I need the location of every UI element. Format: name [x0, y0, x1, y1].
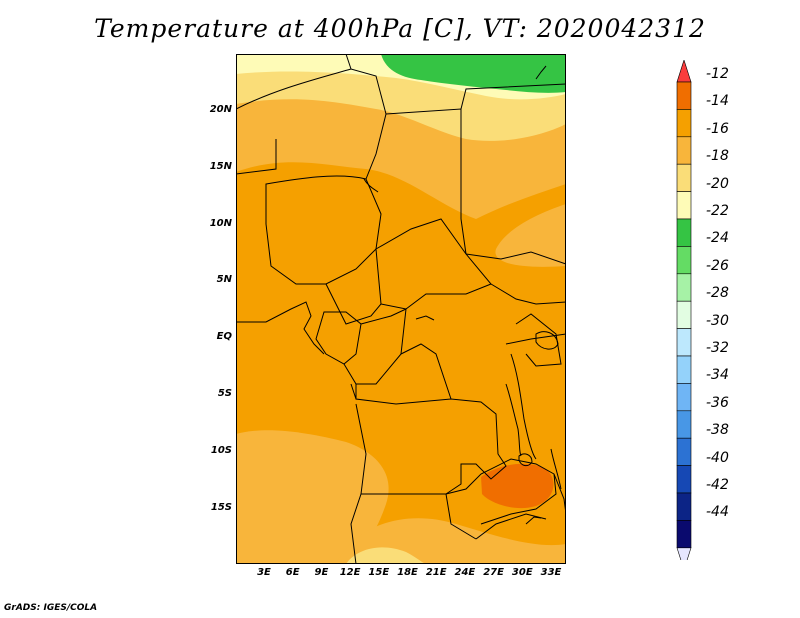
colorbar-label: -40 [706, 449, 729, 466]
river-1 [415, 315, 435, 321]
band-minus14-core [481, 463, 554, 509]
lat-label: 10S [210, 444, 232, 456]
colorbar-swatches [676, 60, 692, 560]
colorbar-label: -44 [706, 504, 729, 521]
colorbar-swatch [676, 328, 692, 357]
colorbar-label: -24 [706, 230, 729, 247]
border-ss-east [490, 283, 566, 305]
colorbar-swatch [676, 191, 692, 220]
border-uganda [515, 313, 562, 367]
lake-victoria [535, 331, 559, 350]
border-north-4 [460, 83, 566, 110]
lat-label: EQ [216, 331, 232, 343]
border-drc [355, 384, 507, 495]
chart-title: Temperature at 400hPa [C], VT: 202004231… [94, 14, 706, 43]
colorbar-label: -34 [706, 367, 729, 384]
colorbar-label: -28 [706, 285, 729, 302]
colorbar-label: -38 [706, 422, 729, 439]
colorbar-swatch [676, 136, 692, 165]
lon-label: 18E [397, 567, 418, 578]
lat-label: 10N [209, 217, 232, 229]
lon-label: 12E [339, 567, 361, 578]
lon-label: 30E [511, 567, 533, 578]
colorbar-label: -18 [706, 148, 729, 165]
lon-label: 15E [368, 567, 390, 578]
colorbar-swatch [676, 383, 692, 412]
colorbar-swatch [676, 465, 692, 494]
colorbar-swatch [676, 437, 692, 466]
band-minus20-south [346, 547, 426, 564]
colorbar-swatch [676, 410, 692, 439]
colorbar-label: -42 [706, 477, 729, 493]
border-zambia [445, 458, 557, 525]
lon-label: 21E [425, 567, 447, 578]
colorbar-top-triangle [676, 60, 692, 83]
border-west-1 [236, 139, 277, 175]
colorbar-label: -30 [706, 312, 729, 329]
border-sw [475, 513, 547, 540]
colorbar-swatch [676, 492, 692, 521]
lake-tanganyika [505, 383, 522, 457]
border-north-3 [385, 108, 467, 255]
lon-label: 27E [483, 567, 504, 578]
colorbar-swatch [676, 355, 692, 384]
colorbar-label: -22 [706, 203, 729, 219]
colorbar-label: -26 [706, 257, 729, 274]
grads-credit: GrADS: IGES/COLA [4, 603, 98, 613]
band-minus18-west [236, 430, 389, 564]
coast-gulf [236, 301, 325, 355]
lat-label: 15N [209, 160, 232, 172]
map-borders [236, 54, 566, 564]
colorbar-label: -36 [706, 394, 729, 411]
map-frame [236, 54, 566, 564]
band-minus18-east [495, 204, 566, 267]
border-cameroon [325, 248, 382, 325]
lat-label: 5S [217, 388, 232, 399]
river-2 [525, 516, 542, 525]
colorbar-bottom-triangle [676, 547, 692, 560]
border-north-2 [345, 54, 352, 70]
lat-label: 5N [216, 274, 232, 286]
colorbar-swatch [676, 218, 692, 247]
colorbar-swatch [676, 246, 692, 275]
colorbar-swatch [676, 81, 692, 110]
lon-label: 9E [314, 567, 329, 578]
border-sudan-ss [465, 251, 566, 265]
lon-label: 3E [257, 567, 271, 578]
lon-label: 33E [540, 567, 562, 578]
border-nigeria [265, 175, 382, 285]
colorbar-swatch [676, 300, 692, 329]
colorbar [676, 60, 692, 560]
colorbar-swatch [676, 109, 692, 138]
border-east-lakes [510, 353, 537, 460]
coast-congo-river [350, 383, 357, 400]
lon-label: 24E [454, 567, 476, 578]
colorbar-label: -20 [706, 175, 729, 192]
lake-chad [363, 178, 379, 193]
colorbar-swatch [676, 163, 692, 192]
lake-turkana-nile [535, 65, 547, 80]
band-minus24-north [381, 54, 566, 93]
border-gabon [315, 311, 362, 365]
lake-malawi [550, 448, 562, 490]
colorbar-label: -16 [706, 120, 729, 137]
lon-label: 6E [285, 567, 300, 578]
colorbar-label: -32 [706, 340, 729, 356]
temperature-map [236, 54, 566, 564]
border-north-1 [236, 68, 387, 180]
colorbar-label: -12 [706, 66, 729, 82]
border-angola-south [361, 493, 477, 540]
lake-mweru [518, 453, 533, 467]
colorbar-label: -14 [706, 93, 729, 110]
colorbar-swatch [676, 520, 692, 549]
colorbar-swatch [676, 273, 692, 302]
border-drc-west [400, 343, 452, 400]
lat-label: 15S [210, 501, 232, 513]
lat-label: 20N [209, 104, 232, 115]
